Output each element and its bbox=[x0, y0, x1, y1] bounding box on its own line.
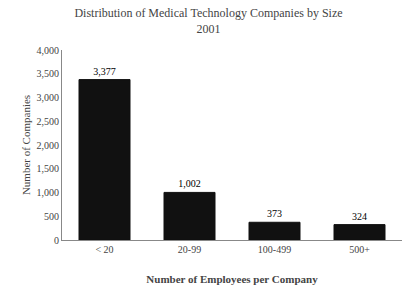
svg-text:3,377: 3,377 bbox=[93, 66, 116, 77]
svg-text:2,500: 2,500 bbox=[37, 116, 60, 127]
svg-text:324: 324 bbox=[352, 211, 367, 222]
svg-text:Distribution of Medical Techno: Distribution of Medical Technology Compa… bbox=[74, 6, 342, 36]
svg-text:100-499: 100-499 bbox=[258, 244, 291, 255]
svg-text:1,002: 1,002 bbox=[178, 178, 201, 189]
svg-text:1,000: 1,000 bbox=[37, 187, 60, 198]
svg-text:4,000: 4,000 bbox=[37, 45, 60, 56]
svg-text:3,500: 3,500 bbox=[37, 68, 60, 79]
svg-text:373: 373 bbox=[267, 208, 282, 219]
svg-text:2,000: 2,000 bbox=[37, 140, 60, 151]
svg-text:500: 500 bbox=[44, 211, 59, 222]
svg-text:1,500: 1,500 bbox=[37, 163, 60, 174]
svg-text:3,000: 3,000 bbox=[37, 92, 60, 103]
svg-text:Number of Companies: Number of Companies bbox=[20, 95, 32, 195]
svg-text:Number of Employees per Compan: Number of Employees per Company bbox=[146, 273, 318, 285]
svg-text:0: 0 bbox=[54, 235, 59, 246]
svg-text:< 20: < 20 bbox=[95, 244, 113, 255]
svg-text:20-99: 20-99 bbox=[178, 244, 201, 255]
svg-text:500+: 500+ bbox=[349, 244, 370, 255]
